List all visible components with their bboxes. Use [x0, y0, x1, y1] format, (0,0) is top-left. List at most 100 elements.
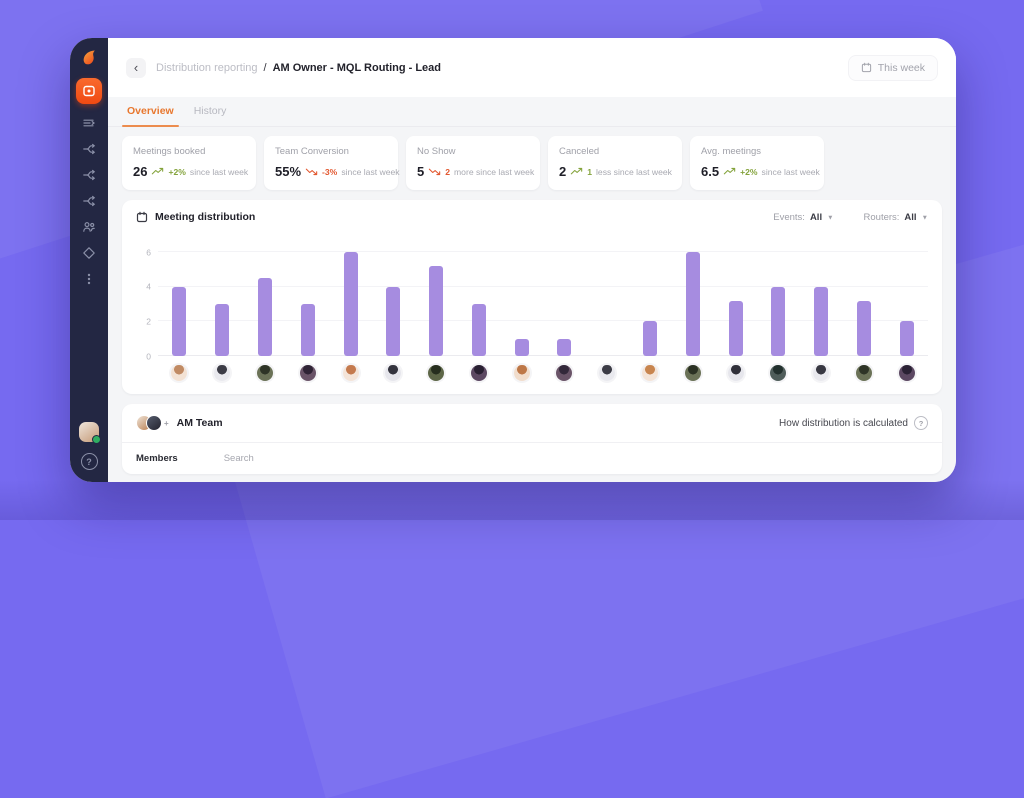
stat-change-suffix: less since last week — [596, 166, 672, 177]
bar — [471, 304, 486, 356]
bar — [814, 286, 829, 356]
chart-column — [244, 252, 287, 356]
split-icon — [82, 142, 96, 156]
dots-icon — [82, 272, 96, 286]
online-status-dot — [92, 435, 101, 444]
sidebar-item-routing-3[interactable] — [76, 189, 102, 213]
member-avatar — [256, 365, 273, 381]
member-avatar — [171, 365, 188, 381]
chart-column — [543, 252, 586, 356]
trend-down-icon — [305, 168, 318, 176]
split-icon — [82, 194, 96, 208]
y-tick-label: 0 — [146, 350, 151, 361]
topbar: ‹ Distribution reporting / AM Owner - MQ… — [108, 38, 956, 97]
gridline — [158, 355, 928, 356]
list-icon — [82, 116, 96, 130]
team-card: + AM Team How distribution is calculated… — [122, 404, 942, 474]
member-avatar — [770, 365, 787, 381]
meeting-distribution-card: Meeting distribution Events: All ▼ Route… — [122, 200, 942, 394]
bar — [343, 252, 358, 356]
bar — [771, 286, 786, 356]
chart-title: Meeting distribution — [155, 211, 256, 223]
y-tick-label: 6 — [146, 246, 151, 257]
members-column-label: Members — [136, 453, 178, 464]
team-title: AM Team — [176, 417, 223, 429]
bar — [257, 278, 272, 356]
team-search-input[interactable] — [221, 452, 356, 465]
tab-history[interactable]: History — [193, 105, 227, 117]
stat-card: Canceled 2 1 less since last week — [548, 136, 682, 190]
bar — [728, 300, 743, 356]
gridline — [158, 285, 928, 287]
y-tick-label: 4 — [146, 281, 151, 292]
trend-down-icon — [429, 168, 441, 176]
back-button[interactable]: ‹ — [126, 57, 146, 78]
bar — [300, 304, 315, 356]
stat-change: -3% — [322, 166, 338, 177]
chart-column — [714, 252, 757, 356]
user-avatar[interactable] — [79, 422, 101, 444]
sidebar-item-team[interactable] — [76, 215, 102, 239]
member-avatar — [428, 365, 445, 381]
member-avatar — [385, 365, 402, 381]
question-icon: ? — [914, 416, 928, 430]
routers-filter-dropdown[interactable]: Routers: All ▼ — [863, 211, 928, 223]
trend-up-icon — [723, 167, 736, 175]
plot-area — [158, 251, 928, 356]
chart-card-header: Meeting distribution Events: All ▼ Route… — [136, 211, 928, 223]
avatar — [146, 415, 162, 431]
breadcrumb-separator: / — [263, 61, 267, 74]
sidebar-item-integrations[interactable] — [76, 267, 102, 291]
stat-label: Avg. meetings — [701, 146, 762, 157]
chart-column — [457, 252, 500, 356]
stat-label: Meetings booked — [133, 146, 206, 157]
bar — [642, 321, 657, 356]
stat-label: Canceled — [559, 146, 600, 157]
sidebar-nav — [76, 78, 102, 293]
bar — [386, 286, 401, 356]
sidebar: ? — [70, 38, 108, 482]
chart-column — [329, 252, 372, 356]
calendar-icon — [136, 211, 148, 223]
sidebar-item-insights[interactable] — [76, 241, 102, 265]
x-axis-avatars — [158, 365, 928, 381]
trend-up-icon — [152, 167, 164, 175]
member-avatar — [898, 365, 915, 381]
member-avatar — [342, 365, 359, 381]
period-selector-button[interactable]: This week — [847, 54, 938, 81]
stat-change-suffix: since last week — [189, 166, 249, 177]
chart-column — [158, 252, 201, 356]
stats-row: Meetings booked 26 +2% since last week Team … — [122, 136, 942, 190]
how-distribution-link[interactable]: How distribution is calculated ? — [779, 416, 928, 430]
chart-filters: Events: All ▼ Routers: All ▼ — [773, 212, 928, 223]
y-tick-label: 2 — [146, 316, 151, 327]
member-avatar — [727, 365, 744, 381]
sidebar-item-queues[interactable] — [76, 111, 102, 135]
calendar-icon — [861, 62, 871, 73]
stat-card: Meetings booked 26 +2% since last week — [122, 136, 256, 190]
help-icon[interactable]: ? — [80, 453, 98, 470]
stat-label: No Show — [417, 146, 456, 157]
sidebar-bottom: ? — [79, 422, 101, 470]
sidebar-item-meetings[interactable] — [76, 78, 102, 104]
stat-value: 55% — [275, 164, 302, 179]
background-shade — [0, 480, 1024, 520]
bar — [685, 252, 700, 356]
sidebar-item-routing-1[interactable] — [76, 137, 102, 161]
breadcrumb-current: AM Owner - MQL Routing - Lead — [272, 61, 442, 74]
breadcrumb-parent[interactable]: Distribution reporting — [156, 61, 258, 74]
chart-column — [629, 252, 672, 356]
chevron-down-icon: ▼ — [921, 214, 928, 221]
member-avatar — [556, 365, 573, 381]
events-filter-dropdown[interactable]: Events: All ▼ — [773, 211, 834, 223]
bar — [899, 321, 914, 356]
stat-change: 1 — [587, 166, 593, 177]
tab-overview[interactable]: Overview — [122, 105, 179, 127]
chart-column — [201, 252, 244, 356]
stat-card: Avg. meetings 6.5 +2% since last week — [690, 136, 824, 190]
bar — [514, 338, 529, 356]
chart-column — [415, 252, 458, 356]
chart-column — [885, 252, 928, 356]
chart-column — [372, 252, 415, 356]
sidebar-item-routing-2[interactable] — [76, 163, 102, 187]
